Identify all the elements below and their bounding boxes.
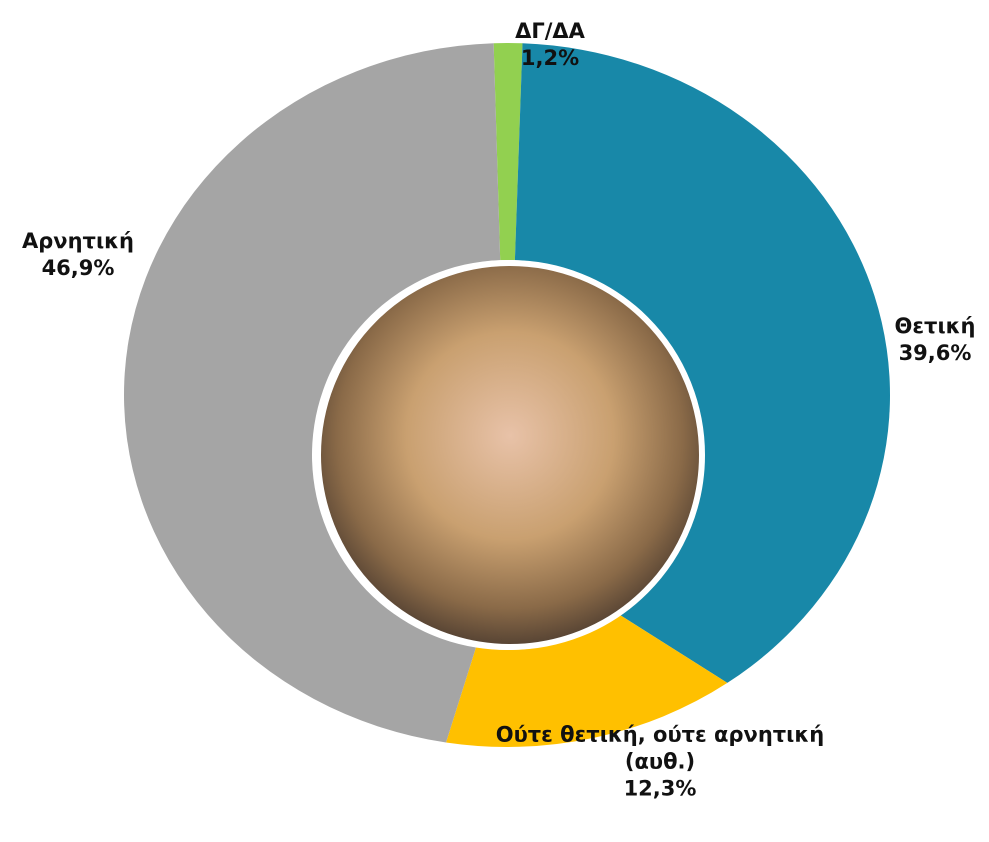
data-label: Ούτε θετική, ούτε αρνητική (αυθ.)12,3% bbox=[470, 722, 850, 803]
value-label: 1,2% bbox=[450, 45, 650, 72]
chart-canvas bbox=[0, 0, 989, 842]
value-label: 12,3% bbox=[470, 776, 850, 803]
value-label: 46,9% bbox=[0, 255, 158, 282]
chart: ΔΓ/ΔΑ1,2% Θετική39,6% Ούτε θετική, ούτε αρ… bbox=[0, 0, 989, 842]
category-label: Θετική bbox=[860, 313, 989, 340]
category-label: Αρνητική bbox=[0, 228, 158, 255]
category-label: Ούτε θετική, ούτε αρνητική (αυθ.) bbox=[470, 722, 850, 776]
category-label: ΔΓ/ΔΑ bbox=[450, 18, 650, 45]
center-photo bbox=[318, 263, 702, 647]
value-label: 39,6% bbox=[860, 340, 989, 367]
